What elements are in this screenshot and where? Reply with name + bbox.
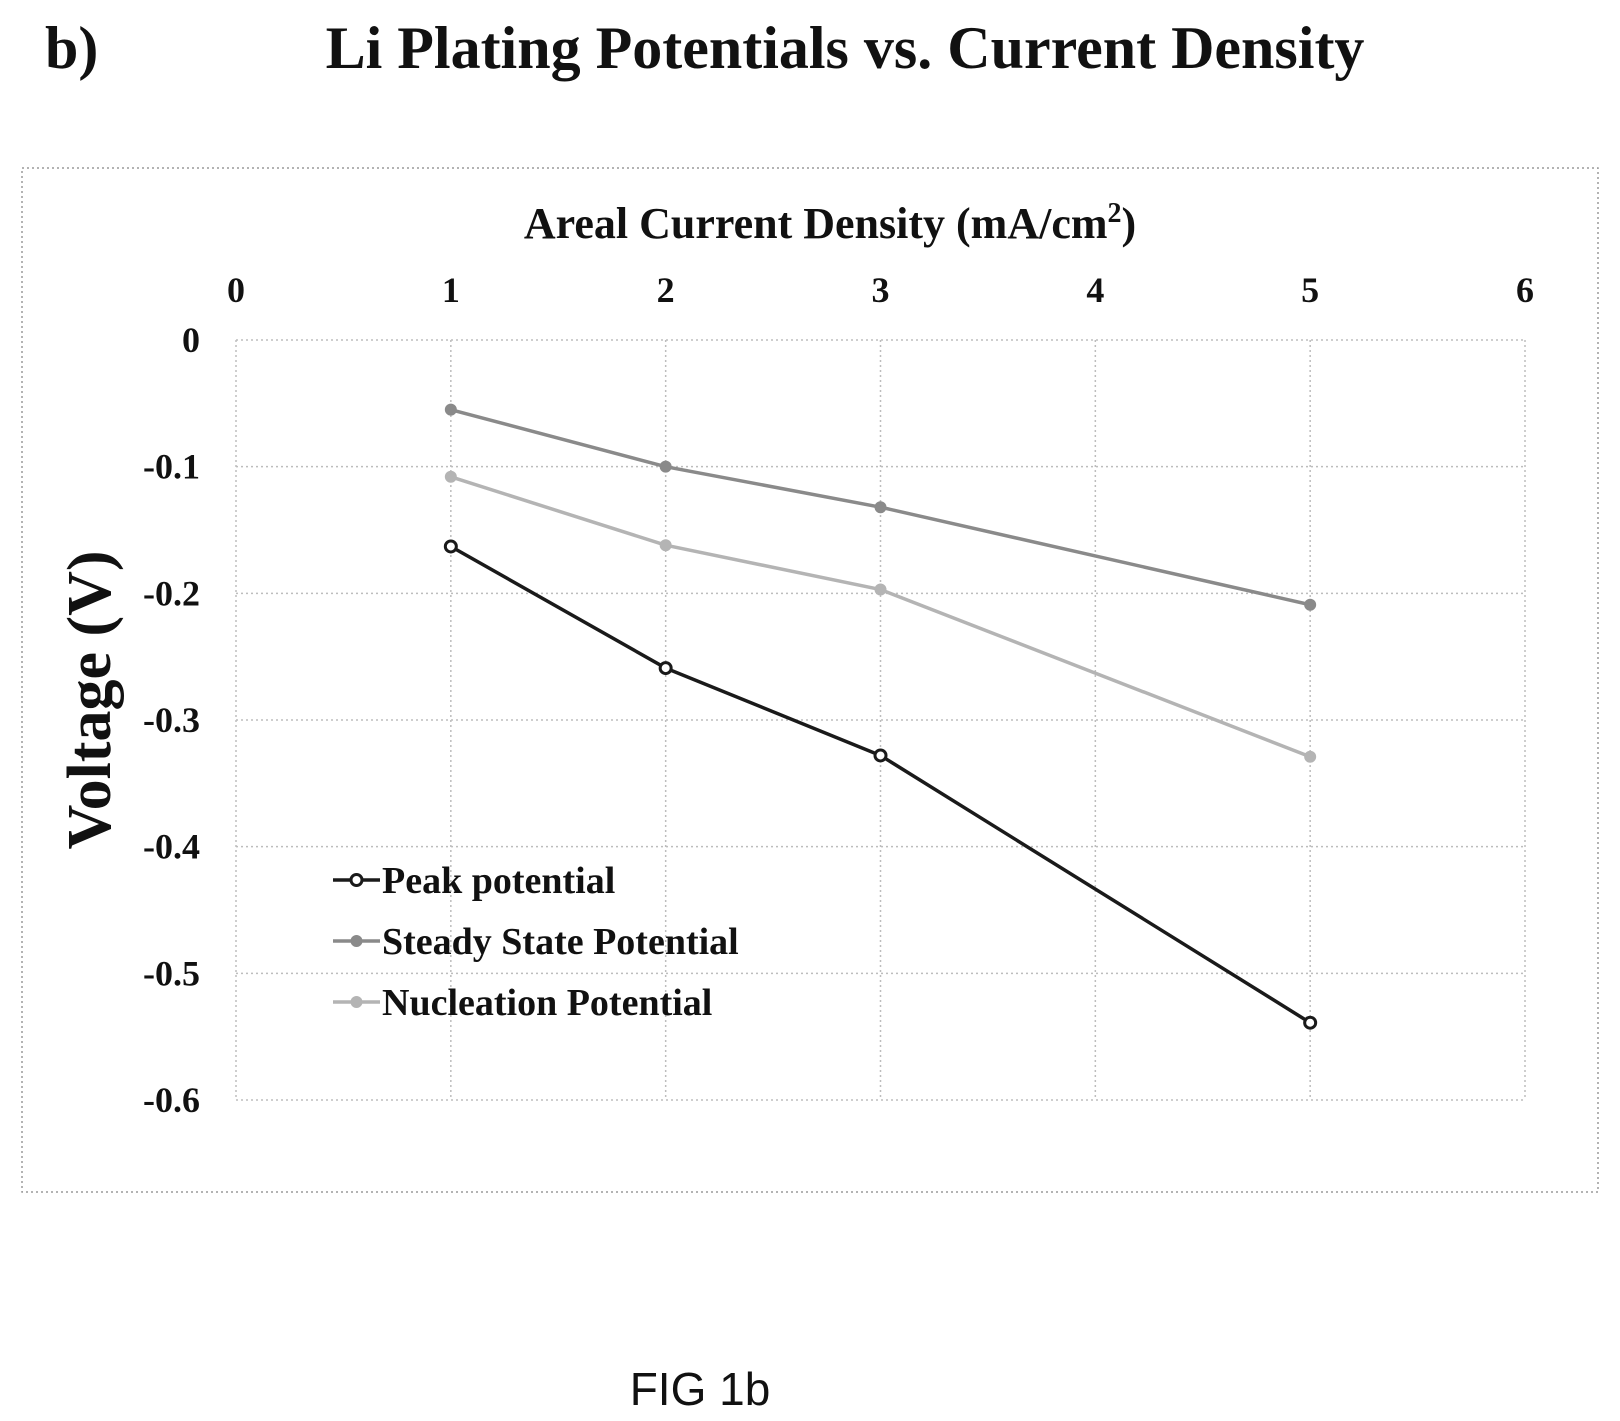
data-point-peak-potential: [658, 661, 673, 676]
data-point-nucleation-potential: [659, 539, 672, 552]
data-point-nucleation-potential: [1304, 750, 1317, 763]
x-axis-title-close: ): [1122, 199, 1137, 248]
y-tick-label: -0.4: [143, 827, 200, 867]
x-tick-label: 0: [227, 270, 245, 310]
x-axis-title-superscript: 2: [1108, 198, 1122, 229]
y-tick-label: -0.2: [143, 573, 200, 613]
series-group: [443, 403, 1318, 1030]
panel-label: b): [45, 15, 98, 81]
legend-label: Nucleation Potential: [382, 982, 712, 1024]
legend-label: Peak potential: [382, 860, 615, 902]
series-nucleation-potential: [444, 470, 1317, 763]
data-point-peak-potential: [873, 748, 888, 763]
x-axis-title: Areal Current Density (mA/cm2): [524, 198, 1136, 248]
y-tick-label: -0.3: [143, 700, 200, 740]
y-tick-label: -0.5: [143, 953, 200, 993]
x-tick-label: 3: [872, 270, 890, 310]
grid: [235, 339, 1526, 1101]
series-peak-potential: [443, 539, 1318, 1030]
chart-title: Li Plating Potentials vs. Current Densit…: [326, 15, 1365, 81]
y-tick-label: 0: [182, 320, 200, 360]
data-point-nucleation-potential: [874, 583, 887, 596]
series-steady-state-potential: [444, 403, 1317, 611]
legend-swatch-marker: [349, 873, 364, 887]
data-point-peak-potential: [443, 539, 458, 554]
x-tick-label: 6: [1516, 270, 1534, 310]
legend-label: Steady State Potential: [382, 921, 739, 963]
y-tick-labels: 0 -0.1 -0.2 -0.3 -0.4 -0.5 -0.6: [143, 320, 200, 1120]
data-point-steady-state-potential: [659, 460, 672, 473]
data-point-steady-state-potential: [1304, 598, 1317, 611]
x-tick-label: 2: [657, 270, 675, 310]
series-line-steady-state-potential: [450, 407, 1311, 607]
legend: Peak potential Steady State Potential Nucl…: [333, 860, 739, 1024]
x-tick-label: 4: [1086, 270, 1104, 310]
series-line-nucleation-potential: [450, 475, 1311, 759]
legend-swatch-marker: [350, 996, 363, 1008]
data-point-steady-state-potential: [874, 501, 887, 514]
legend-swatch-marker: [350, 935, 363, 947]
figure-caption: FIG 1b: [630, 1363, 771, 1415]
y-axis-title: Voltage (V): [56, 550, 124, 849]
x-axis-title-text: Areal Current Density (mA/cm: [524, 199, 1108, 248]
x-tick-label: 1: [442, 270, 460, 310]
series-line-peak-potential: [449, 544, 1312, 1025]
y-tick-label: -0.1: [143, 447, 200, 487]
data-point-nucleation-potential: [444, 470, 457, 483]
y-tick-label: -0.6: [143, 1080, 200, 1120]
data-point-peak-potential: [1303, 1015, 1318, 1030]
x-tick-label: 5: [1301, 270, 1319, 310]
data-point-steady-state-potential: [444, 403, 457, 416]
chart-frame: [21, 167, 1599, 1193]
x-tick-labels: 0 1 2 3 4 5 6: [227, 270, 1534, 310]
